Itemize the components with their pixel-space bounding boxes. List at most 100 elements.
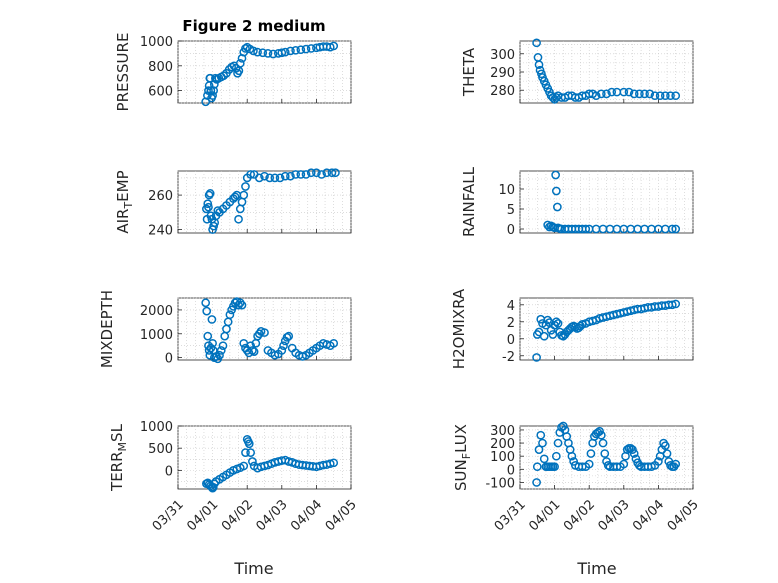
data-point: [534, 327, 544, 337]
y-tick-label: 0: [507, 333, 515, 348]
data-point: [660, 91, 670, 101]
data-point: [268, 49, 278, 59]
data-point: [629, 449, 639, 458]
y-tick-label: 5: [507, 203, 515, 218]
data-point: [235, 58, 245, 68]
data-point: [327, 168, 337, 178]
y-tick-label: 800: [148, 60, 173, 75]
data-point: [280, 171, 290, 181]
figure-title: Figure 2 medium: [182, 17, 325, 35]
data-point: [203, 331, 213, 341]
data-point: [548, 93, 558, 102]
data-point: [534, 445, 544, 454]
data-point: [275, 173, 285, 183]
data-point: [202, 204, 211, 214]
data-point: [551, 93, 561, 102]
data-point: [206, 343, 216, 353]
axes-box: [177, 425, 352, 490]
subplot-air-temp: 240 260 AIRTEMP: [114, 168, 352, 239]
y-tick-label: 290: [490, 66, 515, 81]
data-point: [207, 315, 217, 324]
data-point: [551, 317, 561, 327]
y-tick-label: 300: [490, 424, 515, 439]
data-point: [204, 202, 213, 212]
data-point: [241, 182, 250, 191]
data-point: [619, 87, 629, 97]
data-point: [645, 89, 655, 99]
data-point: [306, 168, 316, 178]
y-axis-label: RAINFALL: [460, 166, 478, 237]
data-point: [286, 46, 295, 56]
data-point: [569, 457, 578, 466]
y-axis-label: SUNFLUX: [452, 424, 473, 491]
data-point: [660, 441, 670, 451]
y-tick-label: 0: [165, 352, 173, 367]
data-point: [291, 45, 300, 55]
data-point: [631, 454, 641, 464]
data-point: [553, 438, 563, 448]
data-point: [258, 48, 268, 58]
data-point: [254, 173, 264, 183]
data-point: [249, 46, 258, 56]
data-point: [666, 91, 675, 101]
data-point: [581, 224, 591, 234]
y-tick-label: 1000: [140, 35, 173, 50]
y-tick-label: 260: [148, 189, 173, 204]
data-point: [532, 38, 541, 48]
data-point: [317, 170, 326, 179]
data-point: [550, 462, 559, 472]
data-point: [296, 45, 306, 55]
data-point: [591, 91, 601, 101]
data-point: [551, 170, 560, 180]
data-point: [253, 47, 262, 57]
data-point: [263, 49, 273, 58]
y-axis-label: TERRMSL: [108, 423, 129, 492]
data-point: [244, 439, 254, 449]
data-point: [280, 47, 290, 57]
y-tick-label: 0: [507, 463, 515, 478]
data-point: [619, 459, 629, 469]
data-point: [596, 430, 606, 440]
x-axis-label-right: Time: [576, 559, 616, 578]
data-point: [603, 461, 613, 470]
data-point: [553, 319, 563, 328]
data-point: [216, 346, 226, 355]
data-point: [596, 89, 606, 99]
data-point: [209, 479, 219, 489]
data-point: [211, 73, 220, 83]
data-point: [306, 44, 316, 53]
y-tick-label: 1000: [140, 420, 173, 435]
data-point: [201, 298, 211, 308]
data-point: [654, 457, 663, 466]
y-tick-label: 100: [490, 450, 515, 465]
y-tick-label: 2: [507, 316, 515, 331]
data-point: [248, 457, 257, 466]
y-tick-label: 300: [490, 48, 515, 63]
data-point: [629, 89, 639, 99]
data-point: [558, 421, 568, 431]
data-point: [536, 430, 546, 440]
data-point: [545, 222, 554, 232]
data-point: [640, 89, 649, 99]
data-point: [249, 347, 259, 357]
y-axis-label: AIRTEMP: [114, 170, 135, 233]
y-axis-label: MIXDEPTH: [98, 290, 116, 368]
data-point: [241, 44, 250, 53]
data-point: [534, 60, 544, 70]
data-point: [248, 346, 257, 355]
data-point: [662, 449, 672, 458]
data-point: [329, 338, 339, 348]
data-point: [270, 173, 280, 183]
data-point: [260, 171, 269, 181]
y-tick-label: 500: [148, 442, 173, 457]
data-point: [230, 192, 240, 202]
data-point: [312, 168, 321, 178]
y-tick-label: 4: [507, 299, 515, 314]
data-point: [671, 459, 681, 469]
data-point: [667, 300, 677, 310]
data-point: [329, 41, 339, 51]
data-point: [607, 87, 617, 97]
data-point: [537, 69, 546, 79]
data-point: [600, 449, 610, 458]
y-axis-label: PRESSURE: [114, 33, 132, 112]
